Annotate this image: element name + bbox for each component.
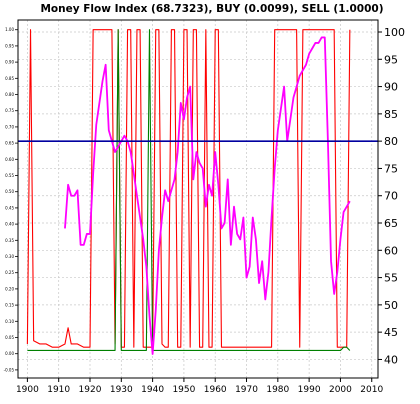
left-y-tick-label: 1.00 — [5, 27, 14, 32]
left-y-tick-label: 0.30 — [5, 254, 14, 259]
right-y-tick-label: 45 — [384, 326, 398, 339]
right-y-tick-label: 100 — [384, 26, 405, 39]
right-y-tick-label: 60 — [384, 244, 398, 257]
left-y-tick-label: 0.15 — [5, 303, 14, 308]
right-y-tick-label: 70 — [384, 190, 398, 203]
right-y-tick-label: 85 — [384, 108, 398, 121]
left-y-tick-label: 0.00 — [5, 351, 14, 356]
x-tick-label: 1920 — [79, 385, 102, 395]
right-y-tick-label: 55 — [384, 272, 398, 285]
left-y-tick-label: 0.60 — [5, 157, 14, 162]
right-y-tick-label: 75 — [384, 162, 398, 175]
left-y-tick-label: 0.35 — [5, 238, 14, 243]
x-tick-label: 1970 — [235, 385, 258, 395]
right-y-tick-label: 40 — [384, 353, 398, 366]
left-y-tick-label: 0.20 — [5, 286, 14, 291]
x-tick-label: 1940 — [141, 385, 164, 395]
mfi-line — [64, 36, 351, 355]
left-y-tick-label: 0.90 — [5, 60, 14, 65]
x-tick-label: 2000 — [329, 385, 352, 395]
left-y-tick-label: 0.70 — [5, 124, 14, 129]
left-y-tick-label: 0.55 — [5, 173, 14, 178]
right-y-tick-label: 65 — [384, 217, 398, 230]
x-tick-label: 2010 — [360, 385, 383, 395]
left-y-tick-label: 0.05 — [5, 335, 14, 340]
axes: 1900 1910 1920 1930 1940 1950 1960 1970 1980 1990… — [4, 26, 405, 395]
right-y-tick-label: 95 — [384, 53, 398, 66]
left-y-tick-label: 0.25 — [5, 270, 14, 275]
left-y-tick-label: 0.95 — [5, 43, 14, 48]
series-lines — [26, 29, 351, 355]
right-y-tick-label: 50 — [384, 299, 398, 312]
x-tick-label: 1950 — [172, 385, 195, 395]
x-tick-label: 1980 — [266, 385, 289, 395]
right-y-tick-label: 90 — [384, 81, 398, 94]
x-tick-label: 1930 — [110, 385, 133, 395]
left-y-tick-label: 0.75 — [5, 108, 14, 113]
left-y-tick-label: 0.50 — [5, 189, 14, 194]
right-y-tick-label: 80 — [384, 135, 398, 148]
buy-signal-line — [27, 29, 351, 352]
x-tick-label: 1990 — [298, 385, 321, 395]
left-y-tick-label: 0.45 — [5, 205, 14, 210]
left-y-tick-label: -0.05 — [4, 367, 15, 372]
x-tick-label: 1960 — [204, 385, 227, 395]
left-y-tick-label: 0.80 — [5, 92, 14, 97]
sell-signal-line — [26, 29, 351, 348]
plot-frame — [17, 19, 379, 379]
chart-title: Money Flow Index (68.7323), BUY (0.0099)… — [40, 3, 383, 15]
x-tick-label: 1910 — [47, 385, 70, 395]
left-y-tick-label: 0.65 — [5, 141, 14, 146]
x-tick-label: 1900 — [16, 385, 39, 395]
left-y-tick-label: 0.85 — [5, 76, 14, 81]
left-y-tick-label: 0.40 — [5, 222, 14, 227]
left-y-tick-label: 0.10 — [5, 319, 14, 324]
